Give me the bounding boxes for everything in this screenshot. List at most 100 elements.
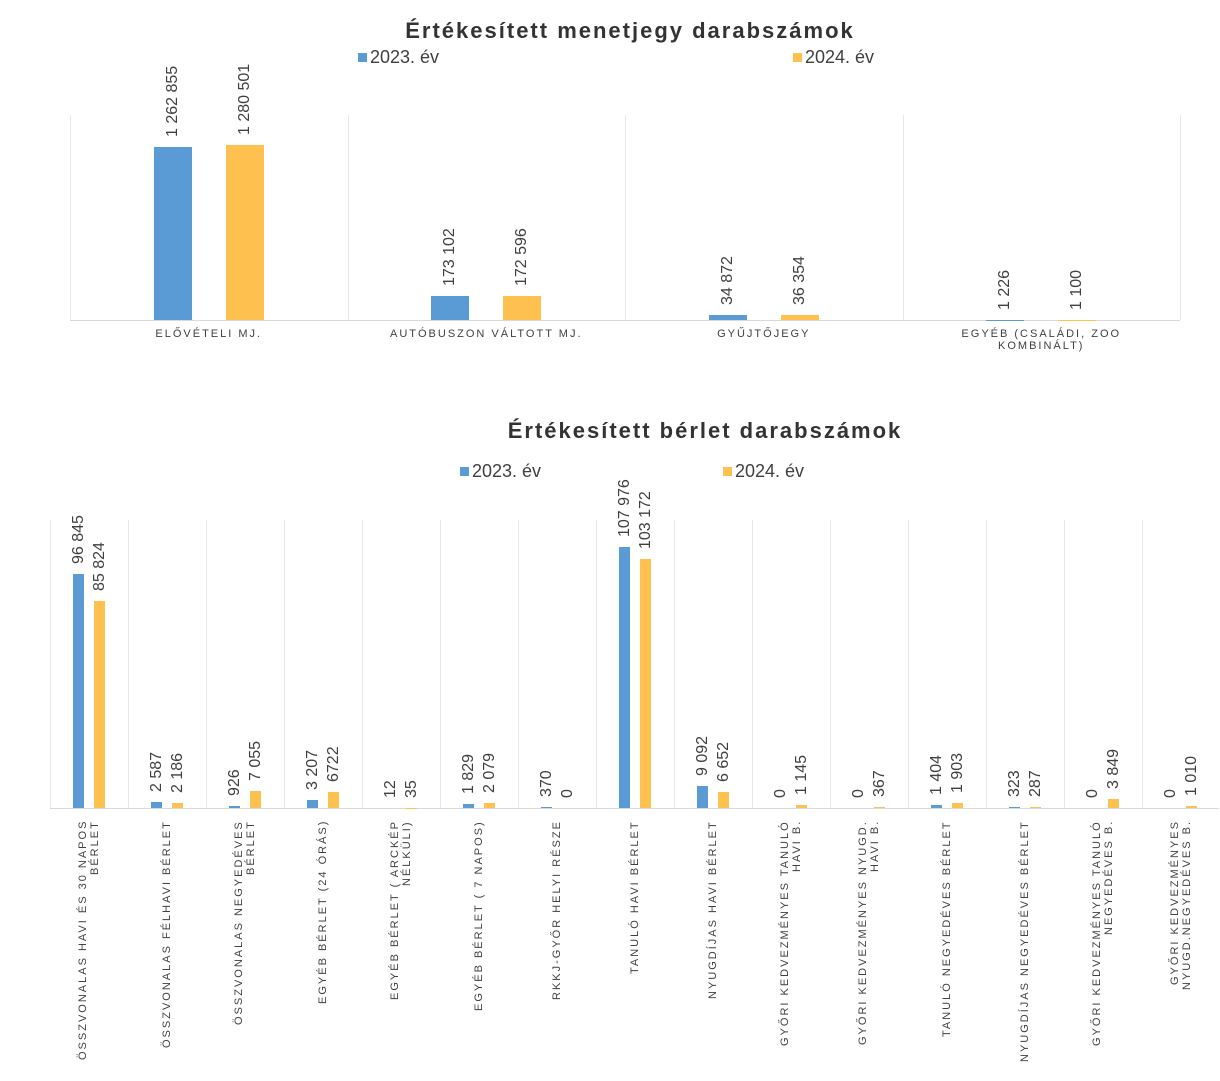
x-tick-label: GYŐRI KEDVEZMÉNYES NYUGD. HAVI B. (857, 820, 881, 1045)
x-tick-label: ÖSSZVONALAS HAVI ÉS 30 NAPOS BÉRLET (77, 820, 101, 1061)
x-tick-label: ELŐVÉTELI MJ. (155, 328, 263, 340)
bar (708, 315, 747, 320)
data-label: 1 404 (927, 754, 945, 795)
bar (503, 296, 542, 320)
x-tick-label: TANULÓ HAVI BÉRLET (629, 820, 641, 974)
legend-label: 2024. év (805, 47, 875, 67)
bar (73, 573, 84, 808)
category-separator (1142, 520, 1143, 808)
data-label: 173 102 (441, 228, 459, 287)
data-label: 0 (558, 789, 576, 798)
category-separator (625, 115, 626, 320)
legend-entry: 2024. év (723, 461, 804, 482)
bar (225, 144, 264, 320)
bar (484, 802, 495, 808)
legend-entry: 2023. év (358, 47, 439, 68)
data-label: 9 092 (693, 735, 711, 777)
category-separator (1180, 115, 1181, 320)
bar (431, 296, 470, 320)
data-label: 96 845 (69, 515, 87, 564)
data-label: 3 849 (1104, 748, 1122, 789)
bar (94, 600, 105, 808)
x-tick-label: EGYÉB BÉRLET ( 7 NAPOS) (473, 820, 485, 1011)
data-label: 107 976 (615, 479, 633, 538)
data-label: 367 (870, 770, 888, 798)
bar (153, 147, 192, 320)
x-tick-label: NYUGDÍJAS HAVI BÉRLET (707, 820, 719, 999)
bar (229, 805, 240, 808)
bar (931, 804, 942, 808)
category-separator (1064, 520, 1065, 808)
category-separator (830, 520, 831, 808)
bar (250, 790, 261, 808)
legend-label: 2023. év (370, 47, 440, 67)
bar (718, 791, 729, 808)
x-tick-label: NYUGDÍJAS NEGYEDÉVES BÉRLET (1019, 820, 1031, 1062)
category-separator (902, 115, 904, 320)
bar (328, 791, 339, 808)
data-label: 103 172 (636, 490, 654, 549)
legend-entry: 2023. év (460, 461, 541, 482)
bar (151, 801, 162, 808)
data-label: 1 100 (1068, 269, 1086, 310)
data-label: 172 596 (513, 228, 531, 287)
data-label: 36 354 (790, 256, 808, 306)
data-label: 2 186 (168, 752, 186, 793)
bar (1186, 805, 1197, 808)
category-separator (752, 520, 753, 808)
data-label: 1 829 (459, 753, 477, 794)
bar (541, 807, 552, 808)
legend-swatch (460, 467, 469, 476)
x-tick-label: RKKJ-GYŐR HELYI RÉSZE (551, 820, 563, 1000)
category-separator (206, 520, 207, 808)
category-separator (440, 520, 441, 808)
data-label: 34 872 (718, 256, 736, 306)
bar (874, 807, 885, 808)
category-separator (518, 520, 519, 808)
bar (780, 315, 819, 320)
category-separator (986, 520, 987, 808)
bar (1108, 798, 1119, 808)
data-label: 0 (849, 789, 867, 798)
data-label: 3 207 (303, 750, 321, 791)
data-label: 0 (1083, 789, 1101, 798)
baseline (70, 320, 1180, 321)
x-tick-label: EGYÉB BÉRLET (24 ÓRÁS) (317, 820, 329, 1005)
baseline (50, 808, 1219, 809)
data-label: 6 652 (714, 741, 732, 782)
x-tick-label: GYŐRI KEDVEZMÉNYES NYUGD.NEGYEDÉVES B. (1169, 820, 1193, 991)
bar (172, 802, 183, 808)
legend-entry: 2024. év (793, 47, 874, 68)
data-label: 0 (771, 789, 789, 798)
data-label: 85 824 (90, 541, 108, 591)
category-separator (284, 520, 285, 808)
data-label: 1 262 855 (163, 66, 181, 138)
chart-title: Értékesített menetjegy darabszámok (405, 18, 855, 43)
bar (1030, 807, 1041, 808)
category-separator (50, 520, 51, 808)
category-separator (908, 520, 909, 808)
legend-swatch (723, 467, 732, 476)
x-tick-label: EGYÉB (CSALÁDI, ZOO KOMBINÁLT) (961, 328, 1122, 352)
data-label: 1 145 (792, 755, 810, 796)
data-label: 0 (1161, 789, 1179, 798)
category-separator (128, 520, 129, 808)
x-tick-label: EGYÉB BÉRLET ( ARCKÉP NÉLKÜLI) (389, 820, 413, 1000)
x-tick-label: GYŰJTŐJEGY (717, 328, 811, 340)
bar (619, 547, 630, 808)
data-label: 370 (537, 770, 555, 798)
category-separator (674, 520, 675, 808)
bar (952, 803, 963, 808)
data-label: 287 (1026, 770, 1044, 798)
data-label: 1 226 (996, 269, 1014, 310)
legend-swatch (793, 53, 802, 62)
legend-swatch (358, 53, 367, 62)
data-label: 926 (225, 769, 243, 796)
legend-label: 2024. év (735, 461, 805, 481)
data-label: 12 (381, 780, 399, 798)
x-tick-label: AUTÓBUSZON VÁLTOTT MJ. (389, 328, 583, 340)
category-separator (596, 520, 597, 808)
x-tick-label: GYŐRI KEDVEZMÉNYES TANULÓ NEGYEDÉVES B. (1091, 820, 1115, 1046)
bar (697, 786, 708, 808)
